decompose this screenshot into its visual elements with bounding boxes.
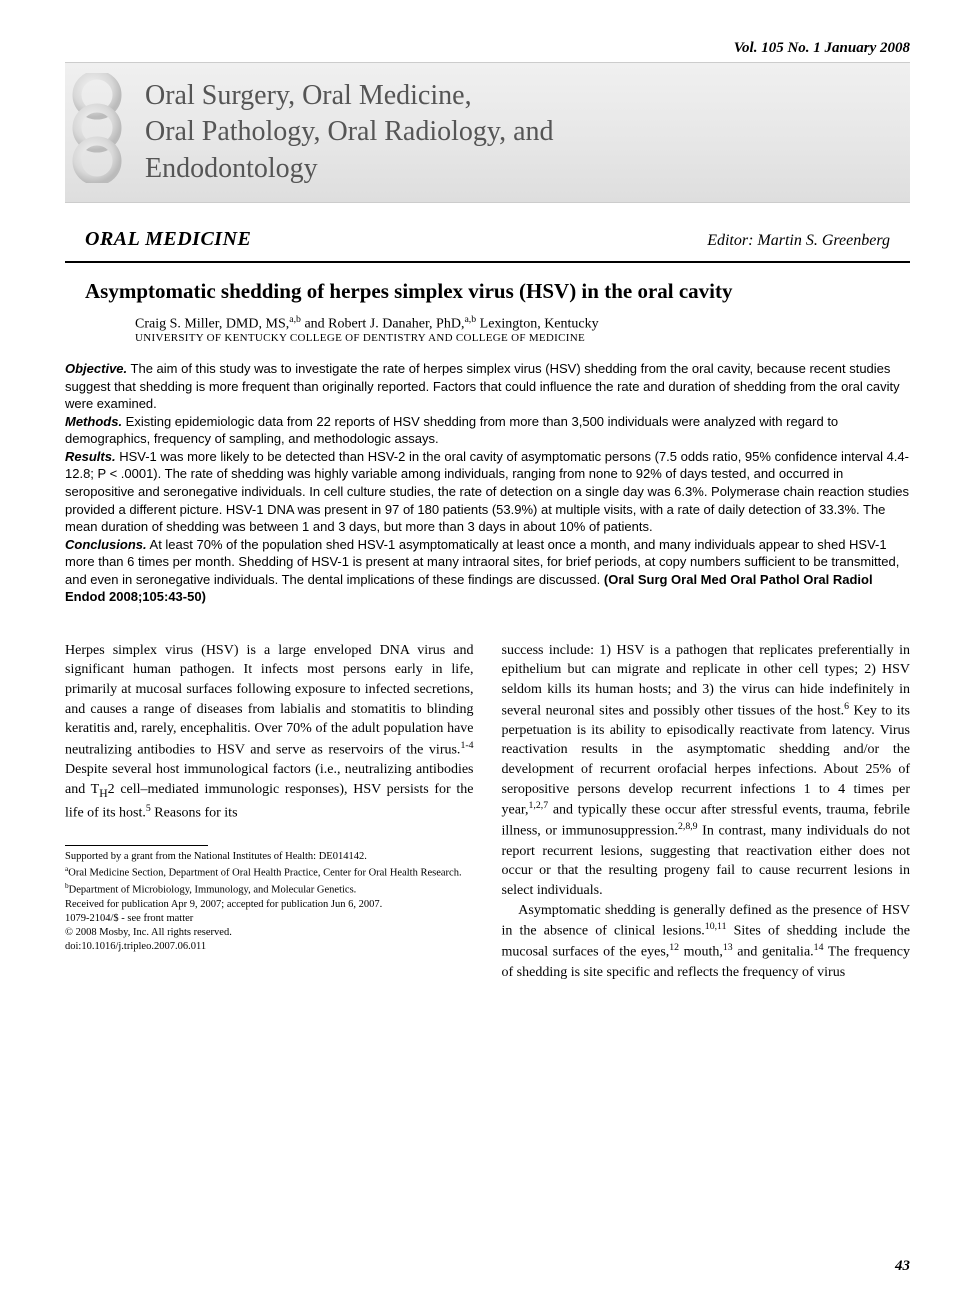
footnotes: Supported by a grant from the National I… — [65, 845, 474, 954]
footnote-issn: 1079-2104/$ - see front matter — [65, 912, 474, 926]
footnote-b: bDepartment of Microbiology, Immunology,… — [65, 881, 474, 898]
journal-title: Oral Surgery, Oral Medicine, Oral Pathol… — [145, 78, 890, 187]
footnote-copyright: © 2008 Mosby, Inc. All rights reserved. — [65, 926, 474, 940]
author-2-affil-sup: a,b — [464, 314, 476, 325]
results-label: Results. — [65, 449, 116, 464]
author-1-affil-sup: a,b — [289, 314, 301, 325]
journal-header: Oral Surgery, Oral Medicine, Oral Pathol… — [65, 62, 910, 203]
results-text: HSV-1 was more likely to be detected tha… — [65, 449, 909, 534]
article-title: Asymptomatic shedding of herpes simplex … — [85, 277, 910, 305]
methods-label: Methods. — [65, 414, 122, 429]
objective-label: Objective. — [65, 361, 127, 376]
editor-label: Editor: — [707, 232, 753, 249]
issue-info: Vol. 105 No. 1 January 2008 — [65, 40, 910, 57]
editor-name: Martin S. Greenberg — [757, 232, 890, 249]
body-columns: Herpes simplex virus (HSV) is a large en… — [65, 641, 910, 982]
journal-title-line-2: Oral Pathology, Oral Radiology, and — [145, 116, 554, 147]
body-paragraph-3: Asymptomatic shedding is generally defin… — [502, 901, 911, 983]
editor-line: Editor: Martin S. Greenberg — [707, 232, 890, 250]
footnote-doi: doi:10.1016/j.tripleo.2007.06.011 — [65, 940, 474, 954]
section-name: ORAL MEDICINE — [85, 228, 251, 251]
authors-location: Lexington, Kentucky — [476, 316, 598, 331]
footnote-rule — [65, 845, 208, 846]
author-2: and Robert J. Danaher, PhD, — [301, 316, 465, 331]
section-row: ORAL MEDICINE Editor: Martin S. Greenber… — [65, 228, 910, 251]
footnote-support: Supported by a grant from the National I… — [65, 850, 474, 864]
journal-title-line-3: Endodontology — [145, 153, 318, 184]
body-paragraph-2: success include: 1) HSV is a pathogen th… — [502, 641, 911, 901]
abstract: Objective. The aim of this study was to … — [65, 360, 910, 606]
page-number: 43 — [895, 1258, 910, 1275]
methods-text: Existing epidemiologic data from 22 repo… — [65, 414, 838, 447]
body-paragraph-1: Herpes simplex virus (HSV) is a large en… — [65, 641, 474, 823]
author-1: Craig S. Miller, DMD, MS, — [135, 316, 289, 331]
conclusions-label: Conclusions. — [65, 537, 147, 552]
journal-title-line-1: Oral Surgery, Oral Medicine, — [145, 80, 472, 111]
footnote-received: Received for publication Apr 9, 2007; ac… — [65, 898, 474, 912]
objective-text: The aim of this study was to investigate… — [65, 361, 900, 411]
section-rule — [65, 261, 910, 263]
institution: UNIVERSITY OF KENTUCKY COLLEGE OF DENTIS… — [135, 332, 910, 344]
footnote-a: aOral Medicine Section, Department of Or… — [65, 864, 474, 881]
journal-logo-rings — [70, 73, 125, 183]
authors: Craig S. Miller, DMD, MS,a,b and Robert … — [135, 314, 910, 333]
